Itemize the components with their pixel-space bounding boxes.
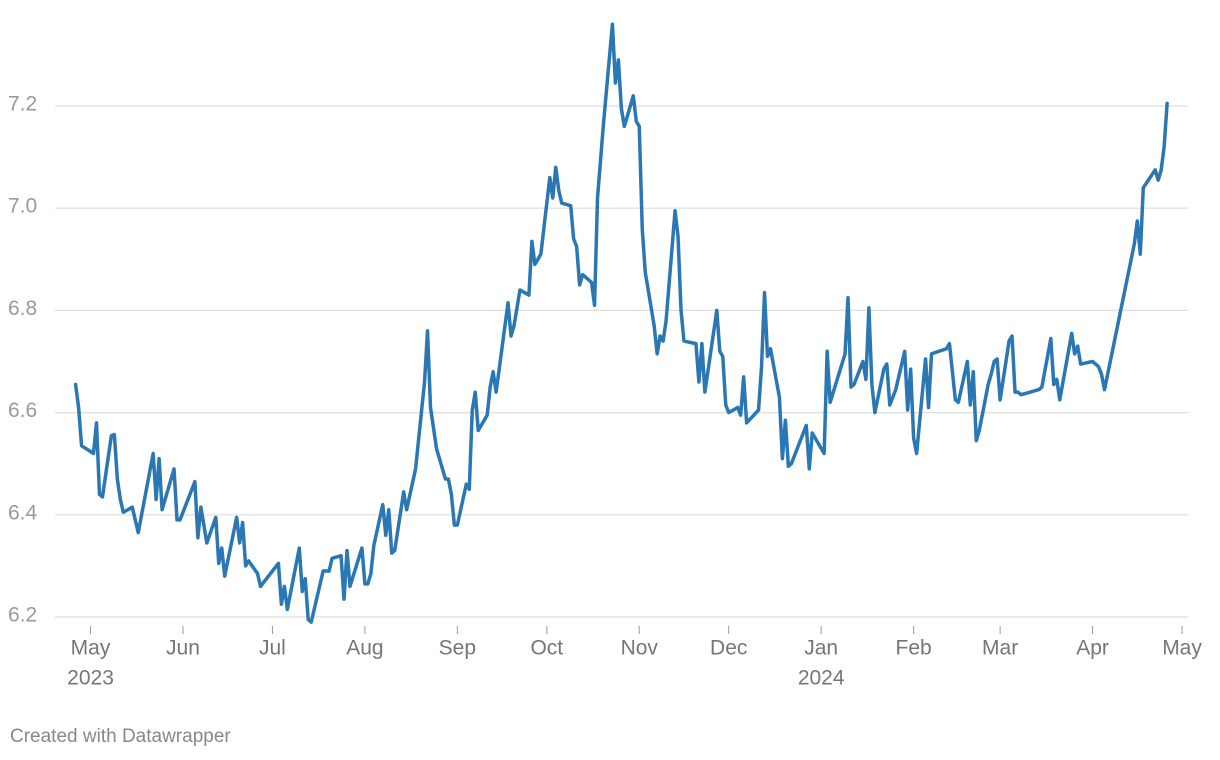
x-tick-label: Jan (804, 637, 838, 660)
y-tick-label: 6.2 (8, 604, 37, 627)
x-tick-year: 2023 (67, 667, 114, 690)
footer: Created with Datawrapper (10, 726, 231, 747)
x-tick-label: Nov (621, 637, 659, 660)
x-tick-label: Oct (530, 637, 563, 660)
y-tick-label: 6.8 (8, 297, 37, 320)
y-tick-label: 7.2 (8, 93, 37, 116)
x-tick-label: Jun (166, 637, 200, 660)
x-tick-label: Mar (982, 637, 1018, 660)
x-tick-label: Aug (346, 637, 383, 660)
y-tick-label: 7.0 (8, 195, 37, 218)
x-tick-label: Feb (896, 637, 932, 660)
x-tick-label: Apr (1076, 637, 1109, 660)
x-tick-label: Dec (710, 637, 747, 660)
y-tick-label: 6.4 (8, 501, 38, 524)
x-tick-label: Jul (259, 637, 286, 660)
y-tick-label: 6.6 (8, 399, 37, 422)
x-tick-label: May (71, 637, 111, 660)
x-tick-label: Sep (439, 637, 476, 660)
line (73, 22, 1169, 624)
x-tick-label: May (1162, 637, 1202, 660)
x-tick-year: 2024 (798, 667, 845, 690)
